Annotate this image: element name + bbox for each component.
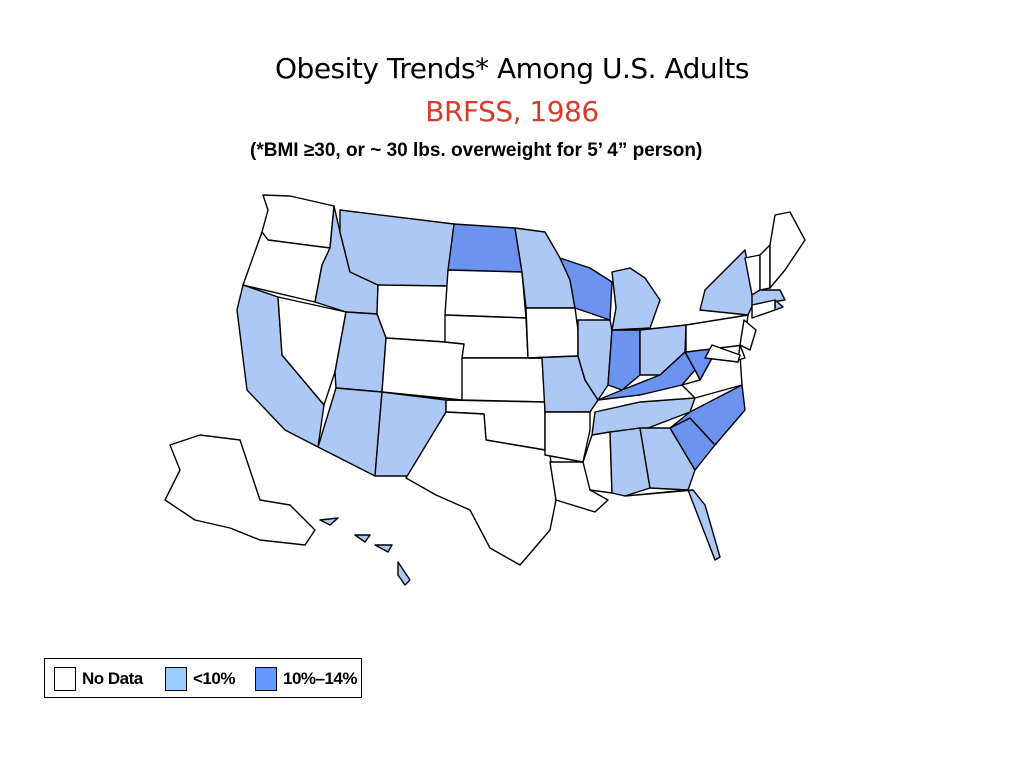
state-tx xyxy=(405,411,557,566)
state-ga xyxy=(639,427,696,491)
map-subtitle: BRFSS, 1986 xyxy=(425,95,599,128)
state-nd xyxy=(447,223,523,273)
state-md xyxy=(704,344,741,363)
state-al xyxy=(609,427,651,497)
state-me xyxy=(769,211,806,289)
state-ia xyxy=(525,307,579,359)
bmi-footnote: (*BMI ≥30, or ~ 30 lbs. overweight for 5… xyxy=(250,140,703,161)
state-nv xyxy=(277,296,347,406)
state-nj xyxy=(739,319,757,351)
state-fl xyxy=(624,489,721,561)
state-ak xyxy=(164,434,316,546)
legend-swatch-lt10 xyxy=(165,667,187,691)
legend-label-no-data: No Data xyxy=(82,669,143,688)
state-sd xyxy=(444,269,527,319)
state-ct xyxy=(751,299,776,319)
legend-item-10-14: 10%–14% xyxy=(255,666,358,692)
state-az xyxy=(317,387,383,477)
legend-label-lt10: <10% xyxy=(193,669,235,688)
state-hi xyxy=(319,517,411,586)
map-legend: No Data <10% 10%–14% xyxy=(44,658,362,698)
legend-swatch-10-14 xyxy=(255,667,277,691)
state-co xyxy=(381,337,465,401)
state-nh xyxy=(759,244,771,291)
state-mi xyxy=(611,267,661,331)
state-wy xyxy=(376,284,449,343)
legend-item-lt10: <10% xyxy=(165,666,235,692)
state-il xyxy=(577,319,613,401)
legend-item-no-data: No Data xyxy=(54,666,143,692)
legend-swatch-no-data xyxy=(54,667,76,691)
state-in xyxy=(607,329,641,391)
map-title: Obesity Trends* Among U.S. Adults xyxy=(275,52,749,85)
state-ny xyxy=(699,249,756,316)
legend-label-10-14: 10%–14% xyxy=(283,669,358,688)
state-ar xyxy=(544,411,591,463)
state-ks xyxy=(461,357,546,403)
state-mt xyxy=(339,209,455,287)
